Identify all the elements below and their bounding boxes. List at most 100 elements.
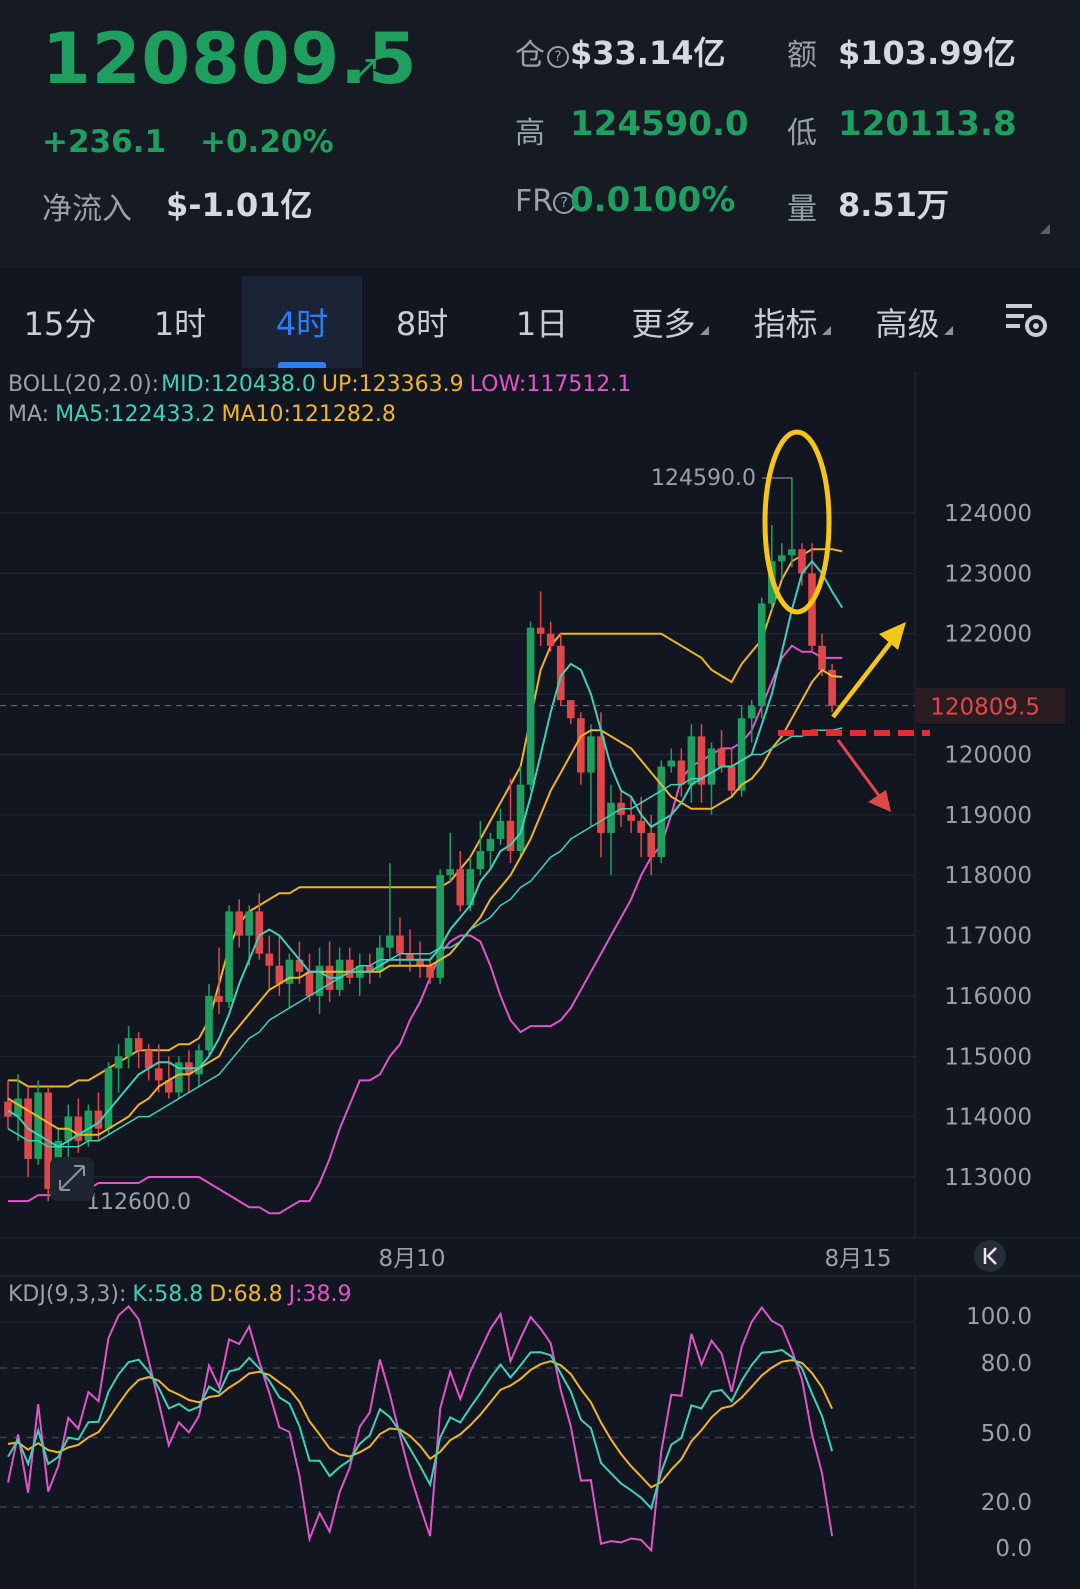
candle-down — [165, 1080, 173, 1093]
moving-averages — [7, 559, 844, 1148]
price-tick-label: 116000 — [944, 984, 1032, 1010]
candle-down — [325, 965, 334, 990]
candle-up — [757, 603, 766, 707]
candle-up — [446, 869, 454, 876]
candle-down — [727, 766, 736, 791]
kdj-tick-label: 50.0 — [981, 1421, 1032, 1447]
candle-down — [406, 953, 414, 960]
low-value: 120113.8 — [838, 104, 1017, 144]
net-inflow-label: 净流入 — [42, 192, 132, 227]
current-price-tag — [915, 687, 1065, 724]
high-value: 124590.0 — [570, 104, 749, 144]
price-tick-label: 124000 — [944, 501, 1032, 527]
candle-down — [295, 959, 304, 972]
candle-down — [185, 1062, 193, 1075]
candle-up — [386, 935, 394, 948]
boll-mid: MID:120438.0 — [161, 372, 316, 397]
candle-down — [677, 760, 686, 785]
candle-down — [44, 1092, 52, 1190]
bearish-arrowhead — [868, 790, 891, 812]
expand-corner-icon[interactable] — [1040, 224, 1050, 234]
candle-down — [4, 1101, 12, 1117]
kdj-tick-label: 20.0 — [981, 1490, 1032, 1516]
current-price-label: 120809.5 — [930, 695, 1040, 721]
candle-up — [34, 1092, 42, 1159]
tab-15m[interactable]: 15分 — [23, 305, 97, 343]
bullish-arrowhead — [879, 622, 906, 650]
candle-up — [707, 748, 716, 785]
tab-advanced[interactable]: 高级 — [854, 276, 974, 368]
candle-down — [144, 1050, 153, 1069]
candle-up — [104, 1068, 113, 1129]
volume-value: 8.51万 — [838, 186, 949, 224]
candle-down — [24, 1098, 32, 1159]
expand-chart-button — [50, 1157, 94, 1201]
candle-down — [567, 700, 575, 719]
funding-rate-label-text: FR — [515, 184, 554, 219]
tab-4h[interactable]: 4时 — [242, 276, 362, 368]
jump-latest-icon — [983, 1247, 997, 1265]
candles — [4, 477, 836, 1202]
help-icon[interactable]: ? — [553, 192, 576, 214]
candle-down — [255, 911, 264, 954]
kdj-tick-label: 80.0 — [981, 1351, 1032, 1377]
price-tick-label: 123000 — [944, 561, 1032, 587]
candle-up — [225, 911, 233, 1002]
candle-up — [54, 1140, 63, 1190]
ma10-value: MA10:121282.8 — [221, 402, 396, 427]
candle-down — [426, 965, 434, 978]
last-price: 120809.5 — [42, 18, 418, 100]
turnover-value: $103.99亿 — [838, 34, 1016, 72]
boll-low: LOW:117512.1 — [469, 372, 632, 397]
candle-down — [215, 995, 223, 1002]
tab-8h[interactable]: 8时 — [395, 305, 449, 343]
candle-down — [456, 869, 465, 906]
ma-label: MA: — [8, 402, 50, 427]
ma-legend: MA: MA5:122433.2 MA10:121282.8 — [8, 402, 402, 427]
candle-up — [124, 1038, 133, 1057]
tab-more[interactable]: 更多 — [610, 276, 730, 368]
up-arrow-icon: ↗ — [352, 48, 381, 88]
kdj-k-line — [7, 1348, 834, 1511]
kdj-j-line — [7, 1304, 834, 1553]
boll-legend: BOLL(20,2.0):MID:120438.0 UP:123363.9 LOW:… — [8, 372, 637, 397]
candle-down — [717, 748, 726, 767]
candle-up — [526, 627, 535, 785]
ticker-header: 120809.5 ↗ +236.1 +0.20% 净流入 $-1.01亿 仓? … — [0, 0, 1080, 268]
candle-up — [667, 760, 676, 767]
boll-upper-line — [8, 548, 843, 1088]
kdj-tick-label: 100.0 — [966, 1304, 1032, 1330]
candle-down — [506, 820, 515, 852]
candle-up — [768, 561, 776, 604]
tab-indicators[interactable]: 指标 — [732, 276, 852, 368]
candle-up — [84, 1110, 93, 1141]
chart-settings-icon[interactable] — [1004, 300, 1052, 340]
candle-down — [536, 627, 545, 634]
candle-down — [627, 814, 635, 821]
candle-up — [476, 851, 485, 870]
kdj-k: K:58.8 — [132, 1282, 204, 1307]
boll-up: UP:123363.9 — [321, 372, 464, 397]
volume-label: 量 — [787, 192, 817, 227]
candle-down — [597, 736, 605, 833]
candle-up — [245, 911, 253, 936]
candle-down — [275, 965, 284, 984]
price-tick-label: 118000 — [944, 863, 1032, 889]
candle-up — [747, 706, 756, 719]
candle-down — [305, 971, 314, 996]
candle-down — [637, 820, 645, 833]
help-icon[interactable]: ? — [547, 46, 569, 68]
candle-up — [335, 959, 344, 990]
candle-up — [195, 1050, 203, 1075]
funding-rate-value: 0.0100% — [570, 180, 736, 220]
candle-down — [697, 736, 706, 785]
candle-down — [74, 1116, 83, 1141]
candle-down — [818, 645, 826, 670]
open-interest-label[interactable]: 仓? — [515, 30, 569, 74]
kdj-d-line — [7, 1359, 834, 1489]
tab-1d[interactable]: 1日 — [515, 305, 569, 343]
funding-rate-label[interactable]: FR? — [515, 184, 576, 219]
ma5-line — [7, 559, 844, 1148]
candle-up — [516, 784, 525, 852]
tab-1h[interactable]: 1时 — [153, 305, 207, 343]
